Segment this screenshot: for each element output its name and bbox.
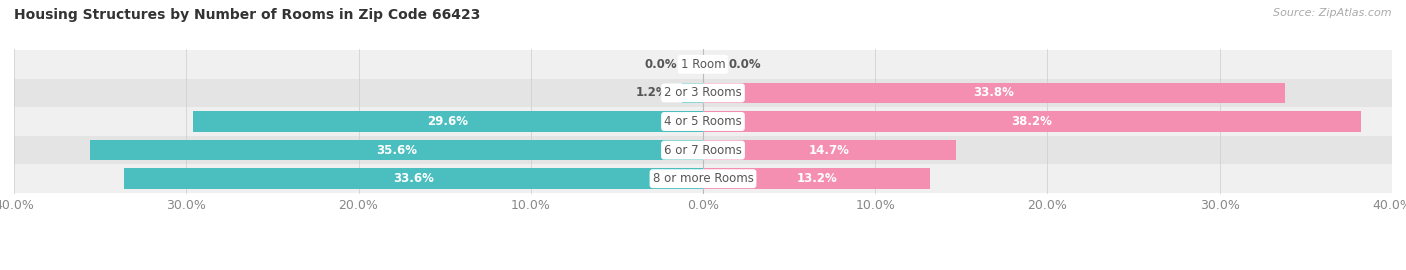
Bar: [14, 50, 1392, 79]
Text: 6 or 7 Rooms: 6 or 7 Rooms: [664, 144, 742, 157]
Text: 29.6%: 29.6%: [427, 115, 468, 128]
Bar: [703, 83, 1285, 103]
Text: 8 or more Rooms: 8 or more Rooms: [652, 172, 754, 185]
Text: 35.6%: 35.6%: [375, 144, 418, 157]
Text: Source: ZipAtlas.com: Source: ZipAtlas.com: [1274, 8, 1392, 18]
Bar: [14, 107, 1392, 136]
Text: 4 or 5 Rooms: 4 or 5 Rooms: [664, 115, 742, 128]
Text: 33.8%: 33.8%: [973, 86, 1015, 99]
Bar: [703, 140, 956, 160]
Text: 33.6%: 33.6%: [394, 172, 434, 185]
Bar: [193, 111, 703, 132]
Text: 1 Room: 1 Room: [681, 58, 725, 71]
Text: Housing Structures by Number of Rooms in Zip Code 66423: Housing Structures by Number of Rooms in…: [14, 8, 481, 22]
Text: 0.0%: 0.0%: [644, 58, 678, 71]
Bar: [703, 168, 931, 189]
Text: 1.2%: 1.2%: [636, 86, 669, 99]
Text: 14.7%: 14.7%: [810, 144, 851, 157]
Bar: [14, 164, 1392, 193]
Text: 38.2%: 38.2%: [1011, 115, 1053, 128]
Text: 13.2%: 13.2%: [796, 172, 837, 185]
Bar: [124, 168, 703, 189]
Bar: [14, 136, 1392, 164]
Text: 2 or 3 Rooms: 2 or 3 Rooms: [664, 86, 742, 99]
Bar: [90, 140, 703, 160]
Text: 0.0%: 0.0%: [728, 58, 762, 71]
Bar: [14, 79, 1392, 107]
Bar: [682, 83, 703, 103]
Bar: [703, 111, 1361, 132]
